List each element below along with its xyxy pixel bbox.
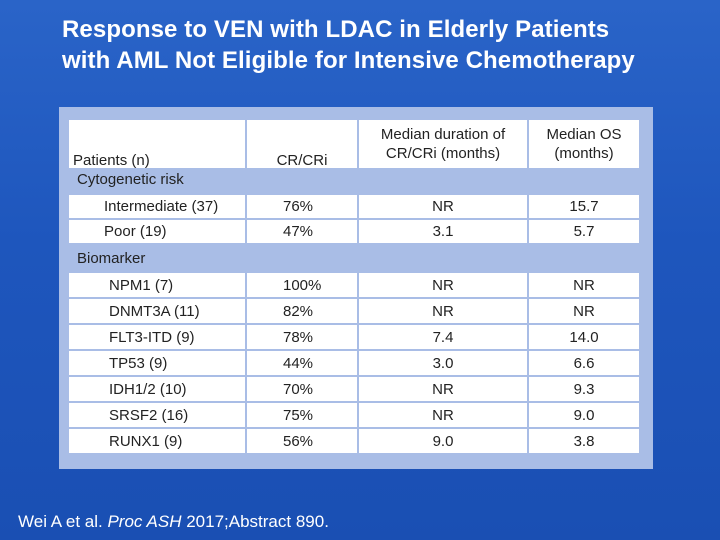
table-row-os: 6.6	[529, 351, 639, 375]
table-row-duration: NR	[359, 299, 527, 323]
table-row-patients: RUNX1 (9)	[69, 429, 245, 453]
slide-title: Response to VEN with LDAC in Elderly Pat…	[62, 14, 702, 76]
header-crcri: CR/CRi	[247, 120, 357, 169]
table-row-os: NR	[529, 273, 639, 297]
table-row-crcri: 78%	[247, 325, 357, 349]
table-row-duration: 9.0	[359, 429, 527, 453]
citation-journal: Proc ASH	[107, 512, 182, 531]
header-patients-label: Patients (n)	[73, 152, 150, 169]
table-row-patients: SRSF2 (16)	[69, 403, 245, 427]
table-row-duration: 3.1	[359, 220, 527, 243]
table-row-crcri: 75%	[247, 403, 357, 427]
table-row-patients: Intermediate (37)	[69, 195, 245, 218]
header-crcri-label: CR/CRi	[276, 152, 328, 169]
table-row-duration: 7.4	[359, 325, 527, 349]
table-row-os: 5.7	[529, 220, 639, 243]
table-row-duration: NR	[359, 403, 527, 427]
section-cytogenetic-risk: Cytogenetic risk	[77, 171, 184, 188]
table-row-patients: NPM1 (7)	[69, 273, 245, 297]
table-row-crcri: 47%	[247, 220, 357, 243]
citation-authors: Wei A et al.	[18, 512, 108, 531]
table-row-patients: Poor (19)	[69, 220, 245, 243]
header-patients: Patients (n)	[69, 120, 245, 169]
table-row-duration: NR	[359, 377, 527, 401]
table-row-patients: IDH1/2 (10)	[69, 377, 245, 401]
table-row-duration: NR	[359, 195, 527, 218]
table-row-os: 9.3	[529, 377, 639, 401]
table-row-os: 14.0	[529, 325, 639, 349]
citation-footnote: Wei A et al. Proc ASH 2017;Abstract 890.	[18, 512, 329, 532]
header-os: Median OS (months)	[529, 120, 639, 168]
table-row-crcri: 100%	[247, 273, 357, 297]
citation-details: 2017;Abstract 890.	[181, 512, 329, 531]
table-row-crcri: 70%	[247, 377, 357, 401]
table-row-patients: TP53 (9)	[69, 351, 245, 375]
slide-title-line1: Response to VEN with LDAC in Elderly Pat…	[62, 16, 610, 43]
table-row-crcri: 76%	[247, 195, 357, 218]
response-table: Patients (n) CR/CRi Median duration of C…	[59, 107, 653, 469]
table-row-crcri: 56%	[247, 429, 357, 453]
table-row-crcri: 44%	[247, 351, 357, 375]
table-row-crcri: 82%	[247, 299, 357, 323]
table-row-patients: DNMT3A (11)	[69, 299, 245, 323]
header-duration: Median duration of CR/CRi (months)	[359, 120, 527, 168]
table-row-duration: 3.0	[359, 351, 527, 375]
table-row-os: NR	[529, 299, 639, 323]
table-row-os: 15.7	[529, 195, 639, 218]
header-duration-line2: CR/CRi (months)	[385, 145, 501, 162]
table-row-duration: NR	[359, 273, 527, 297]
header-os-line2: (months)	[554, 145, 614, 162]
section-biomarker: Biomarker	[77, 250, 146, 267]
slide-title-line2: with AML Not Eligible for Intensive Chem…	[62, 47, 635, 74]
table-row-patients: FLT3-ITD (9)	[69, 325, 245, 349]
header-os-line1: Median OS	[546, 126, 622, 143]
table-row-os: 3.8	[529, 429, 639, 453]
table-row-os: 9.0	[529, 403, 639, 427]
header-duration-line1: Median duration of	[380, 126, 506, 143]
